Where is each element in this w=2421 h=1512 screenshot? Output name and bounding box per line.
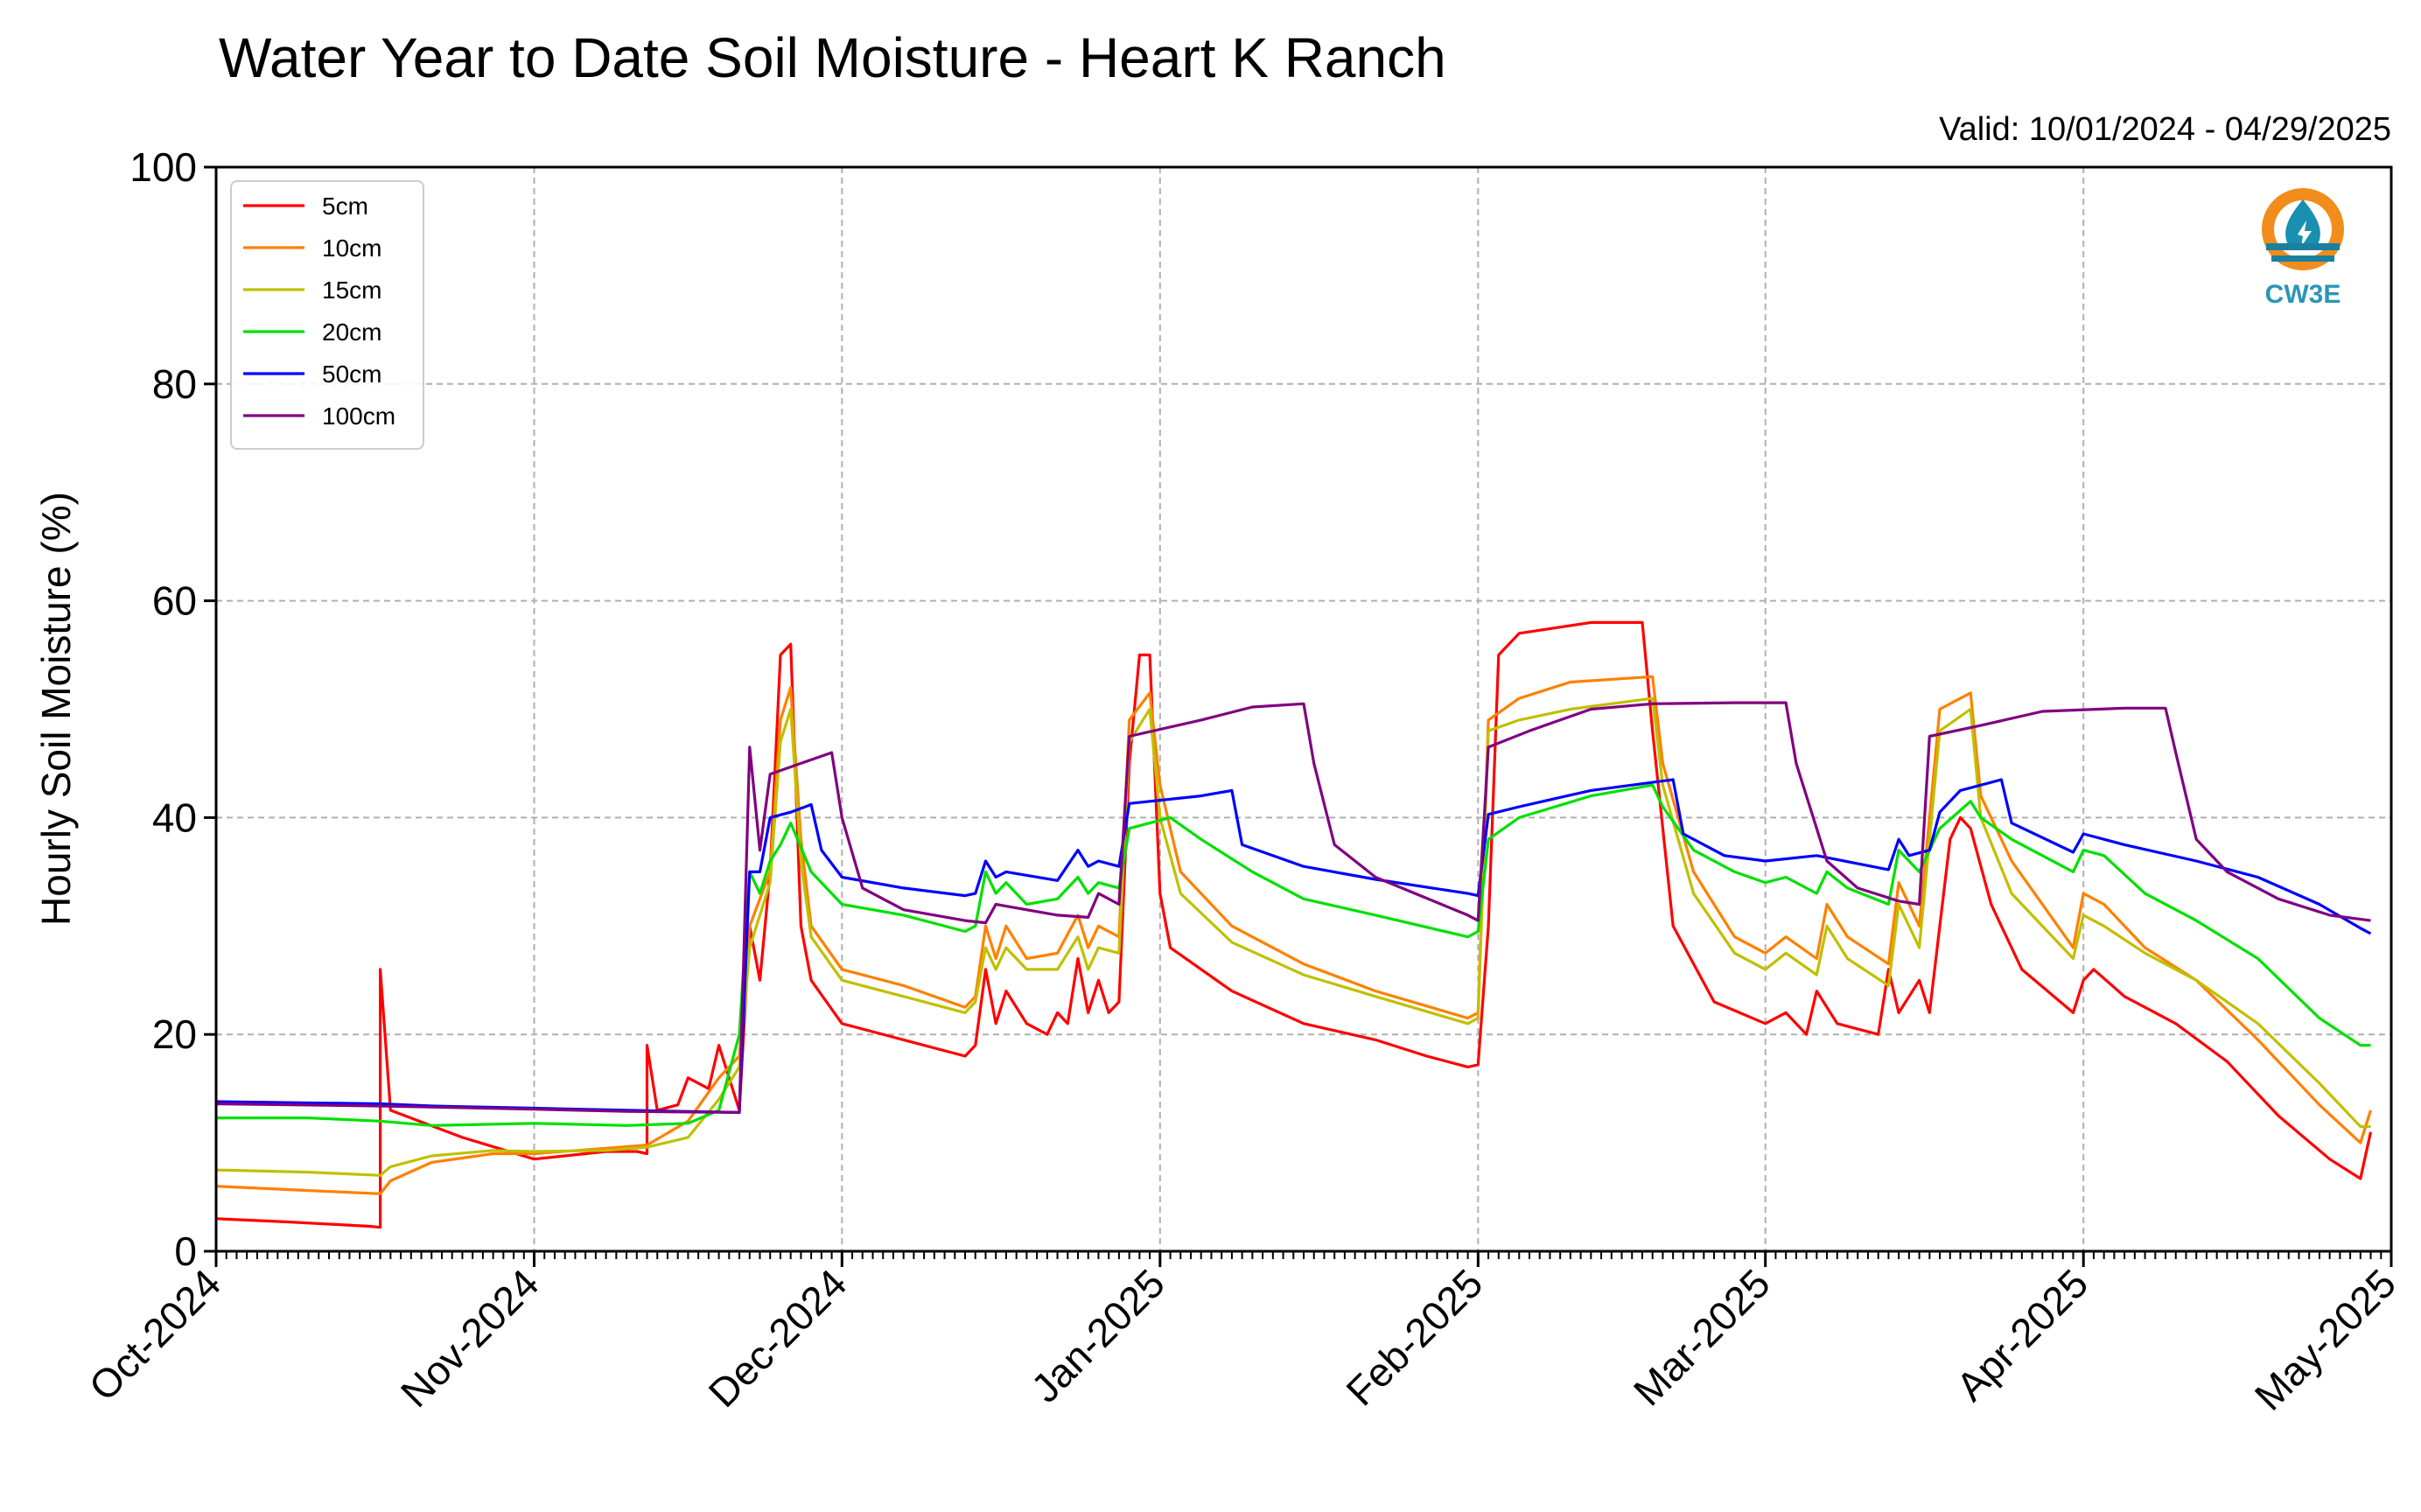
- y-tick-label: 0: [174, 1228, 197, 1274]
- legend-label: 10cm: [322, 234, 381, 262]
- logo-text: CW3E: [2265, 280, 2341, 309]
- chart-subtitle: Valid: 10/01/2024 - 04/29/2025: [1939, 111, 2391, 148]
- y-tick-label: 60: [152, 578, 197, 624]
- series-line-20cm: [216, 783, 2371, 1127]
- legend-label: 50cm: [322, 360, 381, 388]
- series-line-50cm: [215, 778, 2372, 1114]
- y-tick-label: 20: [152, 1012, 197, 1057]
- legend-label: 5cm: [322, 192, 368, 220]
- series-line-100cm: [215, 701, 2371, 1114]
- chart-title: Water Year to Date Soil Moisture - Heart…: [219, 26, 1446, 89]
- logo-drop-icon: [2285, 200, 2320, 247]
- series-line-5cm: [215, 620, 2373, 1229]
- legend: 5cm 10cm 15cm 20cm 50cm 100cm: [230, 180, 424, 450]
- legend-label: 100cm: [322, 402, 395, 430]
- logo-wave-icon-2: [2271, 256, 2334, 262]
- series-lines: [215, 620, 2373, 1229]
- y-tick-label: 80: [152, 361, 197, 407]
- y-tick-label: 40: [152, 794, 197, 840]
- y-axis-label: Hourly Soil Moisture (%): [33, 492, 79, 926]
- legend-label: 20cm: [322, 318, 381, 346]
- y-tick-label: 100: [129, 144, 197, 190]
- logo-bolt-icon: [2298, 220, 2312, 247]
- legend-label: 15cm: [322, 276, 381, 304]
- logo-wave-icon: [2266, 243, 2340, 250]
- grid: [216, 167, 2391, 1251]
- cw3e-logo: CW3E: [2262, 188, 2344, 309]
